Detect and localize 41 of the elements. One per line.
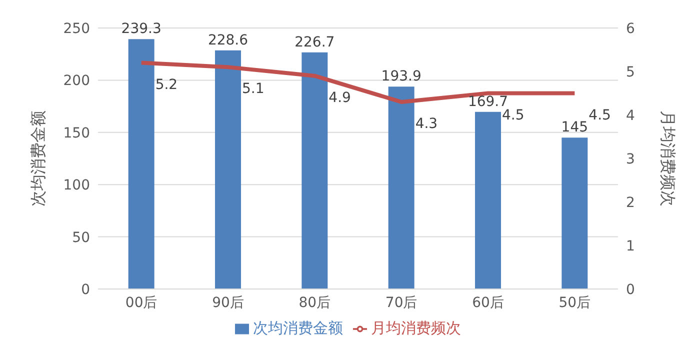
x-tick-label: 70后 <box>385 294 418 311</box>
bar <box>215 50 241 289</box>
data-label: 4.3 <box>415 116 438 132</box>
bar <box>475 112 501 289</box>
y2-tick-label: 5 <box>626 64 635 80</box>
data-label: 5.2 <box>155 76 178 93</box>
y-axis-title: 次均消费金额 <box>28 110 48 206</box>
x-tick-label: 00后 <box>125 294 158 311</box>
data-label: 226.7 <box>294 34 335 50</box>
bar <box>562 138 588 289</box>
bar <box>128 39 154 289</box>
data-label: 228.6 <box>208 32 248 48</box>
y2-tick-label: 1 <box>626 238 635 254</box>
data-label: 145 <box>561 120 588 136</box>
y-tick-label: 50 <box>72 230 90 246</box>
y-tick-label: 0 <box>81 282 90 298</box>
data-label: 193.9 <box>381 68 422 85</box>
x-tick-label: 90后 <box>212 294 244 311</box>
legend-label: 月均消费频次 <box>371 319 461 337</box>
x-tick-label: 50后 <box>558 294 591 311</box>
legend-label: 次均消费金额 <box>253 319 343 337</box>
y-tick-label: 250 <box>63 20 90 37</box>
y-tick-label: 200 <box>63 73 90 90</box>
y2-tick-label: 3 <box>626 151 635 168</box>
data-label: 4.9 <box>328 90 351 106</box>
data-label: 239.3 <box>121 21 162 38</box>
y2-tick-label: 0 <box>626 282 635 298</box>
x-tick-label: 80后 <box>298 294 331 311</box>
bar <box>302 52 328 289</box>
y-tick-label: 100 <box>63 178 90 194</box>
x-tick-label: 60后 <box>472 294 504 311</box>
y2-tick-label: 4 <box>626 108 635 124</box>
bar <box>388 86 414 289</box>
y2-tick-label: 6 <box>626 20 635 37</box>
y2-tick-label: 2 <box>626 194 635 211</box>
data-label: 169.7 <box>468 94 508 110</box>
y-tick-label: 150 <box>63 125 90 142</box>
data-label: 4.5 <box>588 107 611 124</box>
y2-axis-title: 月均消费频次 <box>658 110 678 206</box>
data-label: 5.1 <box>242 81 264 98</box>
data-label: 4.5 <box>502 107 524 124</box>
